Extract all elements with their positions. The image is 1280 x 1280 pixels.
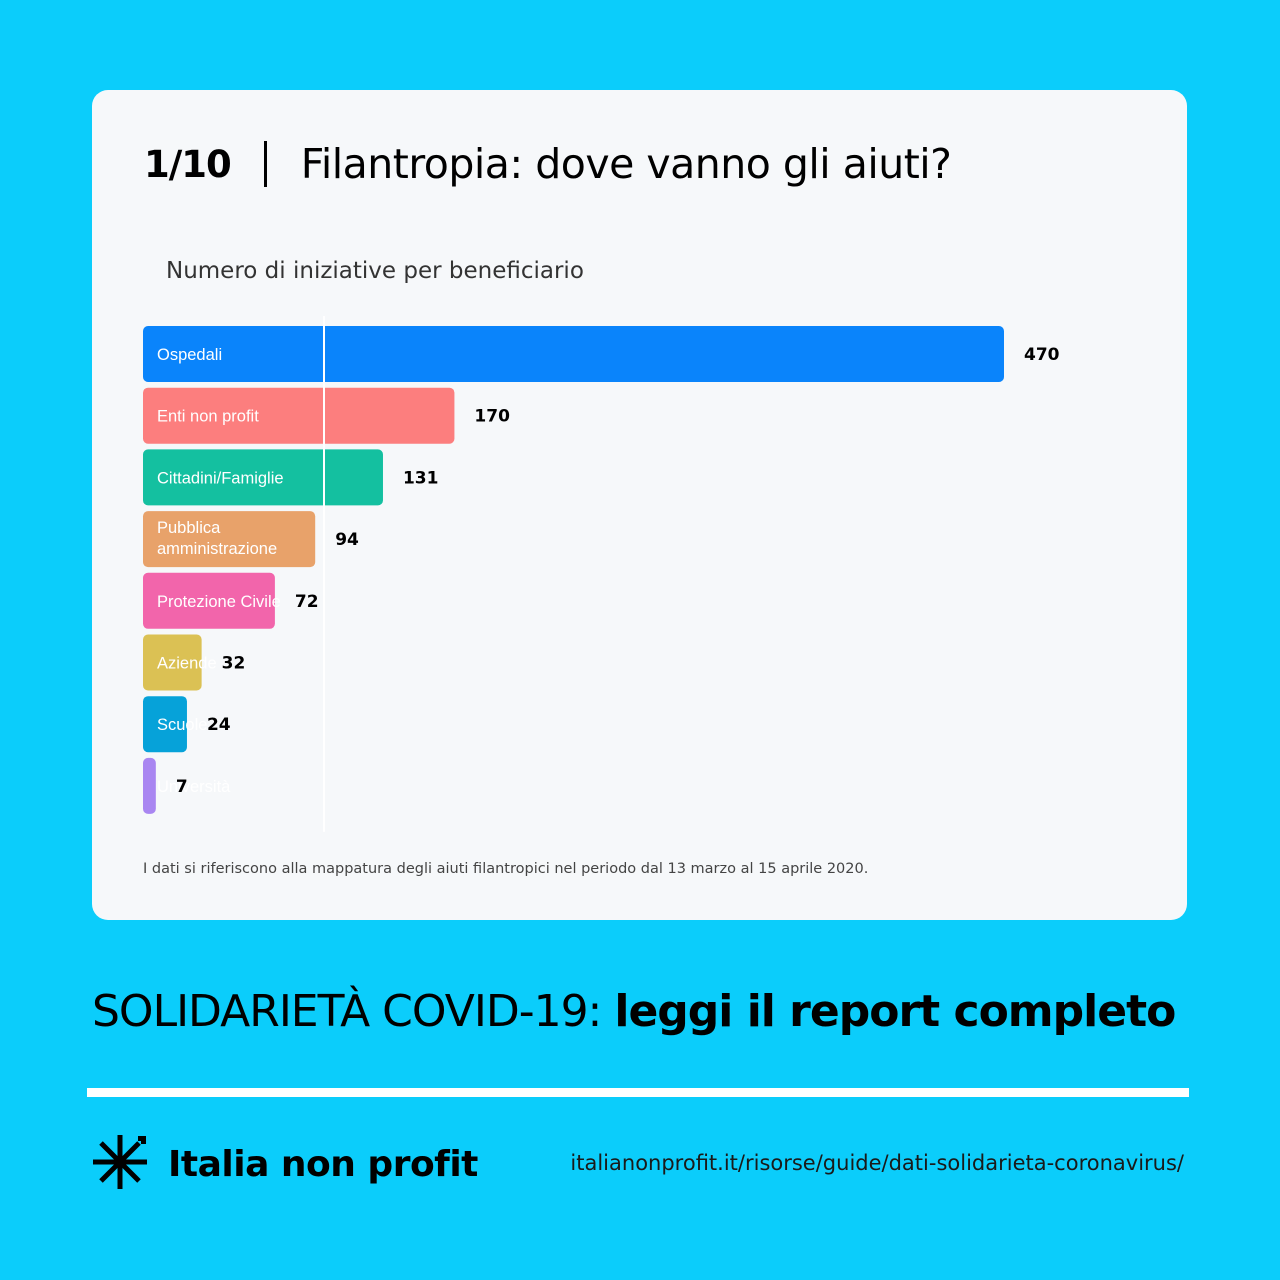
bar-7 (143, 757, 156, 814)
headline-regular: SOLIDARIETÀ COVID-19: (92, 986, 615, 1037)
asterisk-star-icon (90, 1132, 150, 1196)
brand-name: Italia non profit (168, 1143, 478, 1185)
bar-5 (143, 634, 202, 691)
bar-label-0: Ospedali (157, 346, 222, 364)
bar-4 (143, 572, 275, 629)
card-title: Filantropia: dove vanno gli aiuti? (300, 140, 952, 188)
bar-label-7: Università (157, 778, 231, 796)
bar-label-4: Protezione Civile (157, 593, 281, 611)
card-title-row: 1/10 Filantropia: dove vanno gli aiuti? (144, 136, 952, 192)
bar-value-7: 7 (176, 777, 188, 797)
bar-label-3: Pubblica amministrazione (157, 519, 277, 558)
slide-counter: 1/10 (144, 142, 232, 186)
data-note: I dati si riferiscono alla mappatura deg… (143, 861, 869, 877)
bar-1 (143, 387, 455, 444)
bar-label-2: Cittadini/Famiglie (157, 469, 284, 487)
bar-label-1: Enti non profit (157, 408, 259, 426)
bar-6 (143, 696, 187, 753)
bar-value-0: 470 (1024, 345, 1060, 365)
bar-3 (143, 511, 316, 568)
report-headline[interactable]: SOLIDARIETÀ COVID-19: leggi il report co… (92, 986, 1176, 1037)
title-separator (263, 141, 267, 187)
bar-value-3: 94 (335, 530, 359, 550)
bar-label-6: Scuole (157, 716, 207, 734)
bar-value-2: 131 (403, 468, 439, 488)
bar-0 (143, 326, 1004, 382)
brand-logo[interactable]: Italia non profit (90, 1134, 478, 1194)
bar-value-6: 24 (207, 715, 231, 735)
bar-value-5: 32 (222, 654, 246, 674)
footer-divider (87, 1088, 1189, 1097)
bar-value-1: 170 (474, 407, 510, 427)
chart-card: 1/10 Filantropia: dove vanno gli aiuti? … (92, 90, 1187, 920)
bar-label-5: Aziende (157, 655, 217, 673)
bar-value-4: 72 (295, 592, 319, 612)
bar-chart: Ospedali 470 Enti non profit 170 Cittadini/F… (143, 316, 1060, 832)
report-url-link[interactable]: italianonprofit.it/risorse/guide/dati-so… (570, 1151, 1184, 1175)
bar-2 (143, 449, 383, 506)
chart-title: Numero di iniziative per beneficiario (166, 258, 584, 284)
headline-bold: leggi il report completo (614, 986, 1176, 1037)
